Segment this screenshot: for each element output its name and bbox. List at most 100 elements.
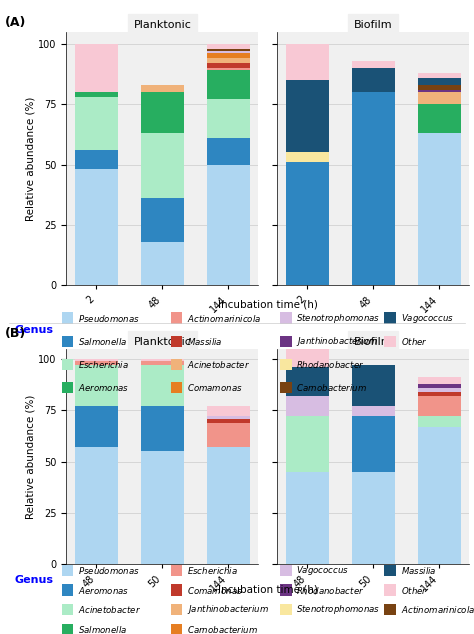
Bar	[207, 63, 250, 68]
Bar	[418, 417, 461, 427]
Text: $\it{Salmonella}$: $\it{Salmonella}$	[78, 336, 128, 347]
Title: Planktonic: Planktonic	[133, 337, 191, 347]
Text: Genus: Genus	[14, 575, 53, 585]
Text: $\it{Escherichia}$: $\it{Escherichia}$	[78, 359, 129, 370]
Text: $\it{Rhodanobacter}$: $\it{Rhodanobacter}$	[296, 359, 365, 370]
Text: $\it{Vagococcus}$: $\it{Vagococcus}$	[401, 312, 454, 325]
Text: $\it{Aeromonas}$: $\it{Aeromonas}$	[78, 382, 129, 393]
Text: $\it{Carnobacterium}$: $\it{Carnobacterium}$	[187, 624, 258, 634]
Text: $\it{Pseudomonas}$: $\it{Pseudomonas}$	[78, 313, 140, 323]
Bar	[141, 133, 184, 198]
Text: Incubation time (h): Incubation time (h)	[218, 585, 318, 595]
Bar	[418, 77, 461, 85]
Text: $\it{Comamonas}$: $\it{Comamonas}$	[187, 382, 243, 393]
Bar	[207, 44, 250, 49]
Bar	[75, 361, 118, 365]
Bar	[75, 365, 118, 406]
Text: Genus: Genus	[14, 325, 53, 335]
Bar	[418, 384, 461, 388]
Bar	[141, 198, 184, 242]
Text: $\it{Comamonas}$: $\it{Comamonas}$	[187, 585, 243, 595]
Text: $\it{Rhodanobacter}$: $\it{Rhodanobacter}$	[296, 585, 365, 595]
Bar	[286, 396, 329, 417]
Title: Biofilm: Biofilm	[354, 20, 392, 30]
Bar	[207, 418, 250, 423]
Text: $\it{Massilia}$: $\it{Massilia}$	[401, 565, 436, 576]
Text: $\it{Escherichia}$: $\it{Escherichia}$	[187, 565, 238, 576]
Text: $\it{Other}$: $\it{Other}$	[401, 336, 428, 347]
Bar	[207, 51, 250, 53]
Bar	[141, 92, 184, 133]
Text: $\it{Other}$: $\it{Other}$	[401, 585, 428, 595]
Text: $\it{Pseudomonas}$: $\it{Pseudomonas}$	[78, 565, 140, 576]
Bar	[418, 104, 461, 133]
Bar	[75, 150, 118, 169]
Bar	[207, 100, 250, 138]
Bar	[352, 92, 395, 285]
Bar	[141, 406, 184, 451]
Bar	[207, 165, 250, 285]
Text: $\it{Janthinobacterium}$: $\it{Janthinobacterium}$	[187, 604, 269, 616]
Bar	[141, 451, 184, 564]
Bar	[352, 472, 395, 564]
Bar	[418, 133, 461, 285]
Bar	[352, 61, 395, 68]
Text: $\it{Stenotrophomonas}$: $\it{Stenotrophomonas}$	[296, 312, 380, 325]
Text: $\it{Carnobacterium}$: $\it{Carnobacterium}$	[296, 382, 367, 393]
Bar	[75, 447, 118, 564]
Bar	[352, 68, 395, 92]
Text: $\it{Acinetobacter}$: $\it{Acinetobacter}$	[78, 604, 141, 615]
Text: $\it{Aeromonas}$: $\it{Aeromonas}$	[78, 585, 129, 595]
Bar	[286, 342, 329, 367]
Title: Planktonic: Planktonic	[133, 20, 191, 30]
Bar	[207, 447, 250, 564]
Text: $\it{Salmonella}$: $\it{Salmonella}$	[78, 624, 128, 634]
Bar	[75, 44, 118, 92]
Bar	[75, 97, 118, 150]
Title: Biofilm: Biofilm	[354, 337, 392, 347]
Bar	[418, 392, 461, 396]
Text: $\it{Vagococcus}$: $\it{Vagococcus}$	[296, 564, 349, 577]
Text: Incubation time (h): Incubation time (h)	[218, 299, 318, 309]
Bar	[352, 406, 395, 417]
Text: $\it{Massilia}$: $\it{Massilia}$	[187, 336, 223, 347]
Bar	[418, 92, 461, 104]
Bar	[141, 365, 184, 406]
Text: $\it{Acinetobacter}$: $\it{Acinetobacter}$	[187, 359, 250, 370]
Bar	[207, 58, 250, 63]
Bar	[418, 388, 461, 392]
Bar	[141, 359, 184, 361]
Bar	[286, 162, 329, 285]
Bar	[75, 92, 118, 97]
Text: (A): (A)	[5, 16, 26, 29]
Bar	[75, 359, 118, 361]
Bar	[286, 152, 329, 162]
Bar	[352, 417, 395, 472]
Bar	[207, 138, 250, 165]
Bar	[207, 417, 250, 418]
Bar	[418, 85, 461, 89]
Text: (B): (B)	[5, 327, 26, 340]
Bar	[207, 406, 250, 417]
Bar	[141, 242, 184, 285]
Bar	[75, 406, 118, 447]
Bar	[286, 80, 329, 152]
Bar	[207, 423, 250, 447]
Bar	[352, 365, 395, 406]
Text: $\it{Actinomarinicola}$: $\it{Actinomarinicola}$	[187, 313, 262, 323]
Y-axis label: Relative abundance (%): Relative abundance (%)	[26, 96, 36, 221]
Bar	[207, 70, 250, 100]
Bar	[418, 427, 461, 564]
Bar	[418, 396, 461, 417]
Bar	[286, 472, 329, 564]
Text: $\it{Actinomarinicola}$: $\it{Actinomarinicola}$	[401, 604, 474, 615]
Bar	[418, 377, 461, 384]
Bar	[141, 361, 184, 365]
Bar	[207, 49, 250, 51]
Bar	[286, 367, 329, 396]
Bar	[141, 85, 184, 92]
Text: $\it{Janthinobacterium}$: $\it{Janthinobacterium}$	[296, 335, 378, 347]
Bar	[286, 417, 329, 472]
Bar	[75, 169, 118, 285]
Bar	[207, 68, 250, 70]
